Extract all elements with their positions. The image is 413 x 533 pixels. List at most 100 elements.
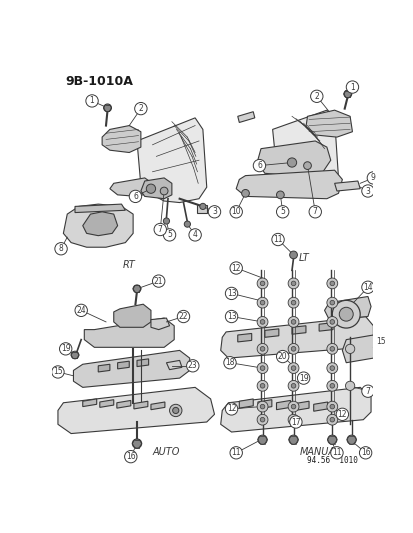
Text: 18: 18 [225, 358, 234, 367]
Text: 2: 2 [138, 104, 143, 113]
Polygon shape [166, 360, 181, 370]
Circle shape [256, 278, 267, 289]
Circle shape [208, 206, 220, 218]
Text: 4: 4 [192, 230, 197, 239]
Circle shape [241, 189, 249, 197]
Text: 22: 22 [178, 312, 188, 321]
Text: 19: 19 [61, 344, 70, 353]
Polygon shape [117, 361, 129, 369]
Polygon shape [236, 170, 342, 199]
Circle shape [290, 405, 295, 409]
Circle shape [332, 301, 359, 328]
Circle shape [329, 301, 334, 305]
Circle shape [287, 317, 298, 327]
Circle shape [71, 351, 79, 359]
Circle shape [287, 297, 298, 308]
Circle shape [163, 229, 176, 241]
Circle shape [260, 405, 264, 409]
Text: 16: 16 [360, 448, 370, 457]
Polygon shape [137, 359, 148, 367]
Polygon shape [220, 387, 370, 432]
Text: 10: 10 [231, 207, 240, 216]
Text: 17: 17 [290, 417, 300, 426]
Circle shape [329, 405, 334, 409]
Circle shape [133, 285, 140, 293]
Text: 8: 8 [59, 244, 63, 253]
Circle shape [177, 310, 189, 322]
Polygon shape [83, 212, 117, 236]
Polygon shape [305, 110, 351, 137]
Text: 21: 21 [154, 277, 163, 286]
Polygon shape [98, 364, 109, 372]
Text: 94.56  1010: 94.56 1010 [306, 456, 357, 465]
Text: 16: 16 [126, 452, 135, 461]
Circle shape [154, 223, 166, 236]
Circle shape [134, 102, 147, 115]
Text: 9: 9 [370, 173, 375, 182]
Circle shape [199, 203, 206, 209]
Circle shape [290, 301, 295, 305]
Polygon shape [334, 181, 359, 191]
Circle shape [297, 372, 309, 384]
Circle shape [225, 403, 237, 415]
Circle shape [184, 221, 190, 227]
Text: 15: 15 [375, 337, 385, 346]
Polygon shape [116, 400, 131, 408]
Circle shape [188, 229, 201, 241]
Polygon shape [140, 178, 171, 199]
Circle shape [345, 81, 358, 93]
Circle shape [169, 405, 181, 417]
Polygon shape [324, 296, 370, 320]
Polygon shape [272, 110, 338, 192]
Circle shape [326, 278, 337, 289]
Circle shape [230, 447, 242, 459]
Circle shape [290, 366, 295, 370]
Circle shape [326, 297, 337, 308]
Circle shape [253, 159, 265, 172]
Circle shape [163, 218, 169, 224]
Text: 19: 19 [298, 374, 308, 383]
Text: 2: 2 [313, 92, 318, 101]
Polygon shape [114, 304, 151, 327]
Circle shape [256, 317, 267, 327]
Text: 5: 5 [167, 230, 171, 239]
Circle shape [172, 407, 178, 414]
Polygon shape [197, 205, 206, 213]
Polygon shape [58, 387, 214, 433]
Circle shape [326, 363, 337, 374]
Text: 13: 13 [226, 289, 236, 298]
Circle shape [287, 381, 298, 391]
Circle shape [260, 301, 264, 305]
Circle shape [329, 417, 334, 422]
Circle shape [160, 187, 168, 195]
Circle shape [256, 343, 267, 354]
Circle shape [329, 281, 334, 286]
Circle shape [335, 408, 348, 421]
Text: 1: 1 [349, 83, 354, 92]
Text: 20: 20 [277, 352, 287, 361]
Polygon shape [137, 118, 206, 203]
Text: 11: 11 [231, 448, 240, 457]
Polygon shape [291, 326, 305, 334]
Polygon shape [313, 402, 327, 411]
Text: 11: 11 [331, 448, 341, 457]
Circle shape [260, 281, 264, 286]
Text: MANUAL: MANUAL [299, 447, 340, 457]
Circle shape [310, 90, 322, 102]
Circle shape [288, 435, 297, 445]
Polygon shape [109, 178, 152, 196]
Circle shape [129, 190, 141, 203]
Circle shape [287, 363, 298, 374]
Polygon shape [256, 141, 330, 175]
Circle shape [366, 172, 379, 184]
Circle shape [256, 363, 267, 374]
Circle shape [326, 414, 337, 425]
Circle shape [276, 191, 284, 199]
Circle shape [152, 275, 164, 287]
Circle shape [343, 90, 351, 98]
Circle shape [230, 262, 242, 274]
Circle shape [290, 320, 295, 324]
Text: 1: 1 [90, 96, 94, 106]
Circle shape [344, 344, 354, 353]
Circle shape [329, 366, 334, 370]
